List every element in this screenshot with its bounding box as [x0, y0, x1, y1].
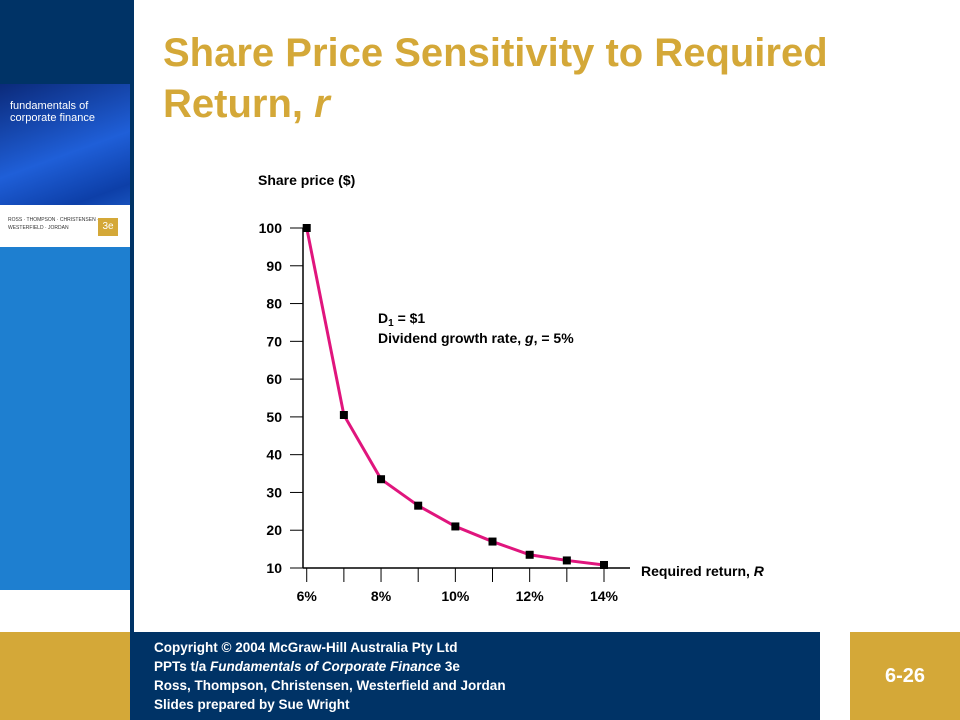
cover-title-line: fundamentals of — [10, 100, 89, 112]
point — [599, 560, 608, 569]
x-tick-label: 10% — [441, 588, 470, 604]
footer-part: 3e — [441, 659, 460, 674]
footer-part: PPTs t/a — [154, 659, 211, 674]
footer-part: Slides prepared by Sue Wright — [154, 697, 350, 712]
footer-line: PPTs t/a Fundamentals of Corporate Finan… — [154, 657, 506, 676]
footer-part: Copyright © 2004 McGraw-Hill Australia P… — [154, 640, 458, 655]
annotation: D1 = $1 — [378, 310, 425, 329]
y-axis-label: Share price ($) — [258, 172, 355, 188]
point — [451, 522, 460, 531]
sidebar-divider — [130, 0, 134, 632]
x-label-part: Required return, — [641, 563, 754, 579]
point — [377, 475, 386, 484]
book-cover: fundamentals of corporate finance ROSS ·… — [0, 84, 130, 247]
title-part: Share Price Sensitivity to Required — [163, 31, 828, 75]
sidebar-blue — [0, 247, 130, 590]
cover-authors: ROSS · THOMPSON · CHRISTENSEN · WESTERFI… — [8, 216, 99, 232]
annotation-part: 1 — [388, 318, 394, 329]
cover-title: fundamentals of corporate finance — [10, 100, 95, 124]
footer-text: Copyright © 2004 McGraw-Hill Australia P… — [154, 638, 506, 714]
x-tick-label: 14% — [590, 588, 619, 604]
point — [488, 537, 497, 546]
footer-bar: Copyright © 2004 McGraw-Hill Australia P… — [130, 632, 820, 720]
line — [305, 227, 605, 567]
footer-part: Ross, Thompson, Christensen, Westerfield… — [154, 678, 506, 693]
point — [562, 556, 571, 565]
x-label-part: R — [754, 563, 765, 579]
footer-left — [0, 632, 130, 720]
chart-title: Share Price Sensitivity to Required Retur… — [163, 31, 828, 126]
slide-number: 6-26 — [850, 632, 960, 720]
footer-part: Fundamentals of Corporate Finance — [210, 659, 442, 674]
y-tick-label: 50 — [266, 409, 282, 425]
point — [339, 411, 348, 419]
footer-line: Copyright © 2004 McGraw-Hill Australia P… — [154, 638, 506, 657]
cover-author-line: ROSS · THOMPSON · CHRISTENSEN · — [8, 217, 99, 223]
cover-title-line: corporate finance — [10, 112, 95, 124]
point — [302, 224, 311, 232]
x-tick-label: 12% — [516, 588, 545, 604]
annotation-part: Dividend growth rate, — [378, 330, 525, 346]
cover-edition: 3e — [98, 218, 118, 236]
annotation-part: , = 5% — [534, 330, 575, 346]
x-axis-label: Required return, R — [641, 563, 765, 579]
title-part: r — [314, 82, 332, 126]
y-tick-label: 80 — [266, 296, 282, 312]
point — [414, 501, 423, 510]
y-tick-label: 30 — [266, 484, 282, 500]
y-tick-label: 10 — [266, 560, 282, 576]
y-tick-label: 60 — [266, 371, 282, 387]
y-tick-label: 70 — [266, 333, 282, 349]
x-tick-label: 8% — [371, 588, 392, 604]
cover-author-line: WESTERFIELD · JORDAN — [8, 225, 69, 231]
annotation-part: g — [524, 330, 534, 346]
title-part: Return, — [163, 82, 314, 126]
x-tick-label: 6% — [297, 588, 318, 604]
y-tick-label: 100 — [259, 220, 283, 236]
chart: Share Price Sensitivity to Required Retur… — [163, 31, 828, 604]
y-tick-label: 90 — [266, 258, 282, 274]
annotation-part: D — [378, 310, 388, 326]
sidebar-top — [0, 0, 130, 84]
point — [525, 550, 534, 559]
annotation: Dividend growth rate, g, = 5% — [378, 330, 574, 346]
annotation-part: = $1 — [394, 310, 426, 326]
y-tick-label: 40 — [266, 447, 282, 463]
y-tick-label: 20 — [266, 522, 282, 538]
footer-line: Slides prepared by Sue Wright — [154, 695, 506, 714]
footer-line: Ross, Thompson, Christensen, Westerfield… — [154, 676, 506, 695]
